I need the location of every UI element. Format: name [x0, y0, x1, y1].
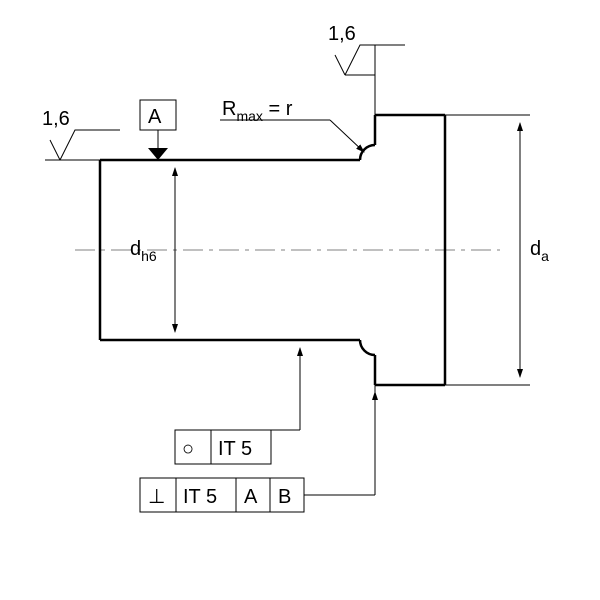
perp-b: B	[278, 486, 291, 508]
dh6-sub: h6	[141, 248, 157, 264]
datum-a: A	[140, 100, 176, 160]
surface-finish-left: 1,6	[42, 108, 120, 160]
circ-sym: ○	[182, 438, 194, 460]
rmax-eq: = r	[263, 98, 293, 120]
perp-sym: ⊥	[148, 486, 165, 508]
dh6-d: d	[130, 238, 141, 260]
rmax-label: Rmax = r	[220, 98, 364, 152]
sf-left-value: 1,6	[42, 108, 70, 130]
svg-text:da: da	[530, 238, 549, 264]
sf-right-value: 1,6	[328, 23, 356, 45]
da-d: d	[530, 238, 541, 260]
svg-text:dh6: dh6	[130, 238, 157, 264]
rmax-sub: max	[236, 108, 262, 124]
rmax-r: R	[222, 98, 236, 120]
surface-finish-right: 1,6	[328, 23, 405, 115]
shaft-profile-lower	[100, 250, 445, 385]
circ-tol: IT 5	[218, 438, 252, 460]
perp-a: A	[244, 486, 258, 508]
fcf-circularity: ○ IT 5	[175, 348, 300, 464]
perp-tol: IT 5	[183, 486, 217, 508]
da-sub: a	[541, 248, 549, 264]
datum-a-label: A	[148, 106, 162, 128]
dim-d-h6: dh6	[130, 168, 175, 332]
shaft-profile-upper	[100, 115, 445, 250]
